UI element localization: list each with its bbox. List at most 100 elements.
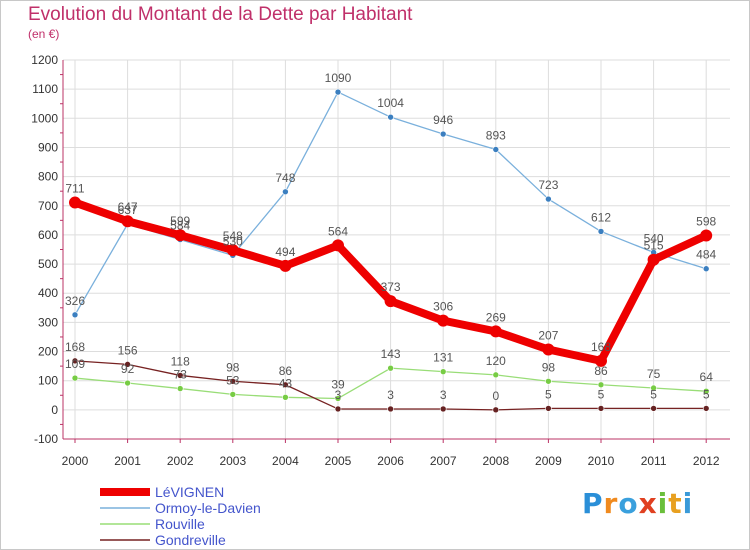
data-point <box>71 357 79 365</box>
data-label: 373 <box>381 280 401 294</box>
data-point <box>387 113 394 121</box>
data-point <box>439 405 447 413</box>
data-point <box>282 394 289 401</box>
data-point <box>489 325 502 338</box>
data-point <box>702 405 710 412</box>
legend-label: Ormoy-le-Davien <box>155 500 261 516</box>
data-point <box>332 239 344 252</box>
data-label: 207 <box>538 328 558 342</box>
data-label: 43 <box>279 376 293 390</box>
y-tick-label: 200 <box>38 345 58 359</box>
data-point <box>595 354 607 367</box>
data-point <box>229 391 237 398</box>
data-label: 39 <box>331 377 345 391</box>
x-tick-label: 2012 <box>693 454 720 468</box>
data-point <box>492 146 500 153</box>
data-label: 564 <box>328 224 348 238</box>
logo-letter: r <box>603 487 619 520</box>
y-tick-label: 600 <box>38 228 58 242</box>
data-label: 530 <box>223 234 243 248</box>
chart-subtitle: (en €) <box>28 27 60 41</box>
data-point <box>597 228 605 235</box>
x-tick-label: 2005 <box>325 454 352 468</box>
data-point <box>69 196 81 209</box>
y-tick-label: 1000 <box>31 111 58 125</box>
data-point <box>492 406 500 414</box>
data-point <box>334 88 342 96</box>
data-label: 5 <box>650 387 657 401</box>
x-tick-label: 2001 <box>114 454 141 468</box>
logo-letter: t <box>668 487 683 520</box>
data-label: 3 <box>335 388 342 402</box>
legend: LéVIGNENOrmoy-le-DavienRouvilleGondrevil… <box>100 484 261 548</box>
data-point <box>387 405 394 413</box>
data-label: 3 <box>387 388 394 402</box>
data-label: 143 <box>381 347 401 361</box>
data-label: 748 <box>275 171 295 185</box>
x-tick-label: 2000 <box>62 454 89 468</box>
data-label: 637 <box>118 203 138 217</box>
x-tick-label: 2008 <box>482 454 509 468</box>
data-label: 893 <box>486 129 506 143</box>
y-tick-label: 1200 <box>31 53 58 67</box>
data-label: 98 <box>226 360 240 374</box>
logo-letter: i <box>682 487 694 520</box>
data-label: 326 <box>65 294 85 308</box>
data-label: 118 <box>171 354 190 368</box>
data-label: 156 <box>118 343 138 357</box>
y-tick-label: -100 <box>34 432 58 446</box>
data-label: 98 <box>542 360 556 374</box>
data-label: 0 <box>492 389 499 403</box>
data-label: 168 <box>591 340 611 354</box>
data-point <box>334 395 342 402</box>
data-label: 5 <box>703 387 710 401</box>
x-tick-label: 2003 <box>219 454 246 468</box>
data-label: 168 <box>65 340 85 354</box>
legend-label: LéVIGNEN <box>155 484 224 500</box>
data-label: 711 <box>65 182 84 196</box>
data-point <box>282 188 289 196</box>
data-label: 612 <box>591 210 611 224</box>
legend-label: Gondreville <box>155 532 226 548</box>
data-label: 598 <box>696 215 716 229</box>
data-point <box>174 229 187 242</box>
data-point <box>121 215 134 228</box>
data-point <box>384 295 397 308</box>
y-tick-label: 700 <box>38 199 58 213</box>
data-label: 73 <box>174 368 188 382</box>
data-label: 599 <box>170 214 190 228</box>
series-group <box>69 88 713 414</box>
y-tick-label: 400 <box>38 286 58 300</box>
x-tick-label: 2010 <box>588 454 615 468</box>
data-point <box>542 343 555 356</box>
y-tick-label: 500 <box>38 257 58 271</box>
data-label: 515 <box>644 239 664 253</box>
y-tick-label: 800 <box>38 170 58 184</box>
logo-letter: i <box>657 487 669 520</box>
data-label: 647 <box>118 200 138 214</box>
logo-letter: o <box>618 487 639 520</box>
proxiti-logo: Proxiti <box>582 487 693 520</box>
data-label: 92 <box>121 362 135 376</box>
x-tick-label: 2009 <box>535 454 562 468</box>
data-point <box>176 385 184 392</box>
data-label: 5 <box>545 387 552 401</box>
data-point <box>279 259 292 272</box>
data-point <box>334 405 342 413</box>
data-label: 269 <box>486 310 506 324</box>
data-label: 3 <box>440 388 447 402</box>
chart-title: Evolution du Montant de la Dette par Hab… <box>28 4 413 25</box>
y-tick-label: 0 <box>51 403 58 417</box>
data-point <box>702 387 710 395</box>
data-point <box>439 130 447 138</box>
x-tick-label: 2002 <box>167 454 194 468</box>
data-point <box>702 265 710 273</box>
data-point <box>545 405 552 412</box>
data-label: 1004 <box>377 96 404 110</box>
data-labels: 7116475995484945643733062692071685155983… <box>65 71 717 403</box>
data-label: 120 <box>486 354 506 368</box>
data-label: 131 <box>433 351 453 365</box>
data-label: 306 <box>433 300 453 314</box>
data-label: 946 <box>433 113 453 127</box>
